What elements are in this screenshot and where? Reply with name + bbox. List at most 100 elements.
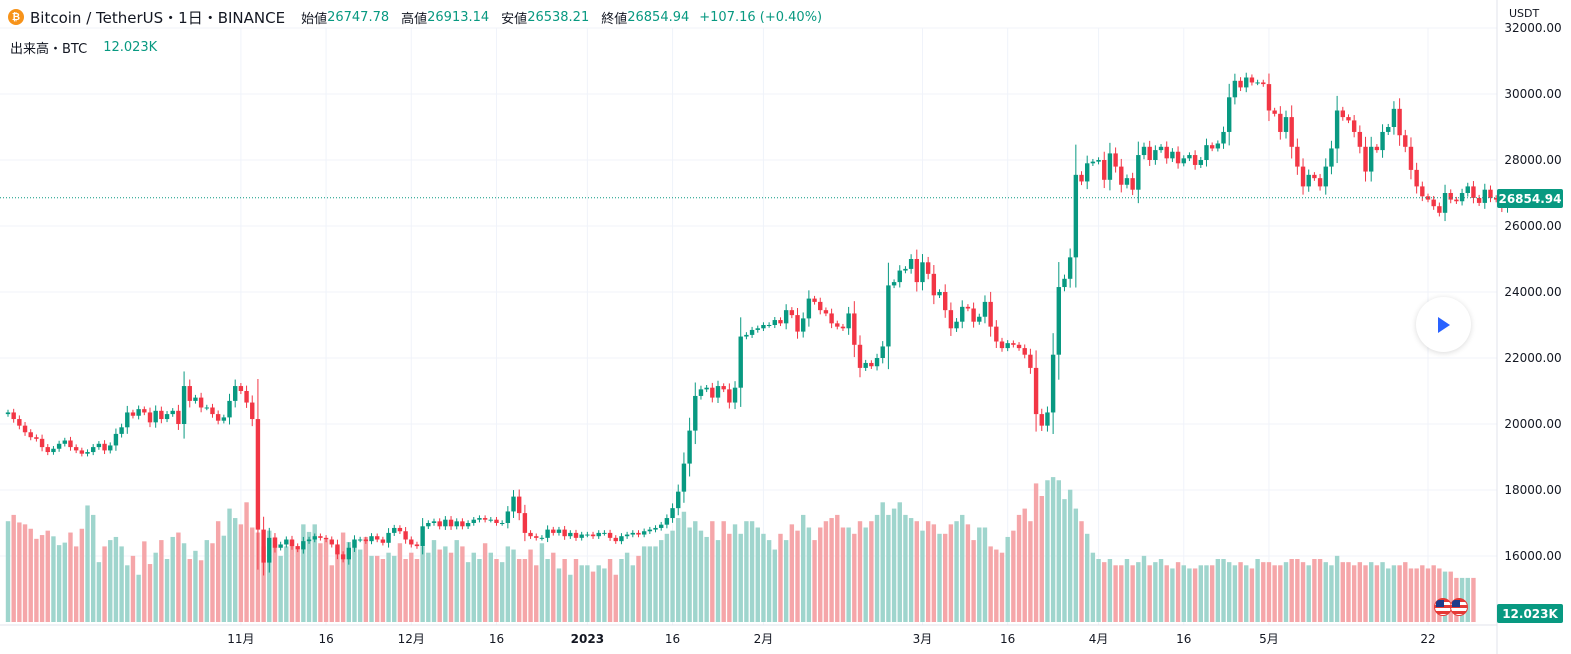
open-label: 始値 xyxy=(301,11,328,27)
candle xyxy=(420,526,425,547)
volume-bar xyxy=(102,546,107,622)
candle xyxy=(1306,174,1311,187)
candle xyxy=(1442,193,1448,213)
volume-bar xyxy=(113,536,119,622)
volume-bar xyxy=(1386,568,1391,622)
candle xyxy=(335,544,340,555)
volume-bar xyxy=(1085,533,1090,622)
volume-bar xyxy=(471,552,476,622)
candle xyxy=(738,336,743,388)
volume-bar xyxy=(982,527,988,622)
volume-value: 12.023K xyxy=(103,40,158,55)
candle xyxy=(727,389,732,403)
volume-bar xyxy=(840,527,846,622)
candle xyxy=(125,412,130,428)
candle xyxy=(227,400,232,418)
volume-bar xyxy=(91,514,96,622)
time-tick-label: 5月 xyxy=(1259,632,1279,646)
candle xyxy=(238,386,244,391)
volume-bar xyxy=(221,535,227,622)
candle xyxy=(45,447,50,453)
volume-bar xyxy=(1136,562,1141,622)
volume-bar xyxy=(1221,559,1226,622)
candle xyxy=(744,334,749,337)
candle xyxy=(1272,110,1277,114)
volume-bar xyxy=(96,562,102,622)
candle xyxy=(636,532,641,535)
close-label: 終値 xyxy=(601,11,628,27)
candle xyxy=(852,313,857,345)
candle xyxy=(670,508,675,519)
volume-title[interactable]: 出来高・BTC xyxy=(10,42,88,57)
candle xyxy=(812,298,817,302)
volume-bar xyxy=(607,559,613,622)
volume-bar xyxy=(306,531,312,622)
volume-bar xyxy=(551,552,556,622)
volume-bar xyxy=(22,524,28,622)
volume-bar xyxy=(403,559,408,622)
volume-bar xyxy=(585,565,590,622)
volume-bar xyxy=(130,555,136,622)
candle xyxy=(51,448,56,453)
volume-bar xyxy=(1227,562,1232,622)
volume-bar xyxy=(647,546,653,622)
candle xyxy=(1016,344,1022,349)
volume-bar xyxy=(738,533,743,622)
candle xyxy=(159,410,164,420)
candle xyxy=(369,536,374,542)
volume-bar xyxy=(1448,571,1453,622)
candle xyxy=(181,386,187,424)
volume-bar xyxy=(960,514,965,622)
volume-bar xyxy=(653,546,658,622)
volume-bar xyxy=(681,511,687,622)
candle xyxy=(1340,110,1345,118)
play-button[interactable] xyxy=(1416,297,1471,352)
candle xyxy=(517,496,522,514)
volume-bar xyxy=(1340,562,1345,622)
candle xyxy=(392,527,397,533)
candle xyxy=(409,539,414,545)
volume-bar xyxy=(687,527,692,622)
volume-bar xyxy=(630,565,635,622)
candle xyxy=(1431,199,1436,207)
volume-bar xyxy=(823,521,829,622)
candle xyxy=(255,419,261,530)
volume-bar xyxy=(79,528,85,622)
candle xyxy=(545,529,550,538)
volume-bar xyxy=(363,536,369,622)
last-price-badge: 26854.94 xyxy=(1497,189,1563,208)
volume-bar xyxy=(1079,521,1084,622)
candle xyxy=(857,344,863,368)
us-flag-icon[interactable] xyxy=(1450,598,1468,616)
volume-bar xyxy=(835,514,840,622)
candle xyxy=(1459,193,1465,202)
currency-label[interactable]: USDT xyxy=(1509,7,1540,20)
candle xyxy=(869,362,874,367)
volume-bar xyxy=(437,549,442,622)
volume-bar xyxy=(465,562,471,622)
volume-bar xyxy=(125,565,130,622)
volume-bar xyxy=(880,502,885,622)
volume-bar xyxy=(670,530,675,622)
volume-bar xyxy=(1278,565,1283,622)
volume-bar xyxy=(1295,559,1300,622)
candle xyxy=(721,386,726,390)
candle xyxy=(340,554,346,560)
volume-bar xyxy=(454,540,459,622)
volume-bar xyxy=(187,559,192,622)
candle xyxy=(1420,186,1425,197)
volume-bar xyxy=(755,527,760,622)
volume-bar xyxy=(1363,565,1368,622)
candle xyxy=(778,320,783,324)
price-tick-label: 20000.00 xyxy=(1504,417,1561,431)
volume-bar xyxy=(908,518,914,622)
candle xyxy=(1164,146,1169,159)
volume-bar xyxy=(710,521,715,622)
volume-bar xyxy=(1170,568,1175,622)
candle xyxy=(414,544,420,547)
candle xyxy=(22,425,28,433)
volume-bar xyxy=(488,552,493,622)
volume-bar xyxy=(1329,565,1334,622)
symbol-title[interactable]: Bitcoin / TetherUS・1日・BINANCE xyxy=(30,8,286,27)
